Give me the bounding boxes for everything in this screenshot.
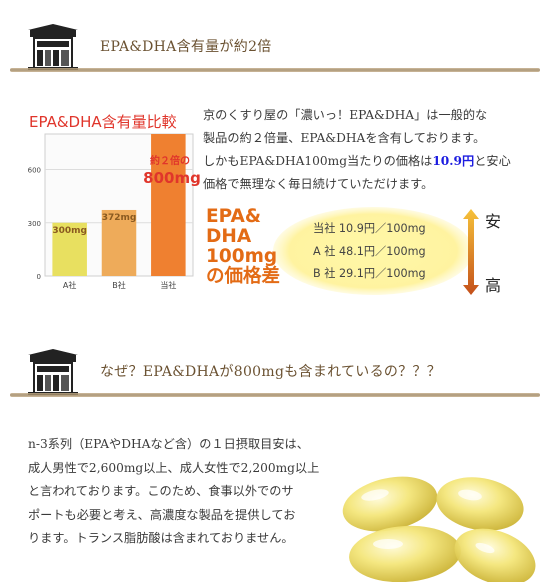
chart-data-label: 372mg xyxy=(102,213,137,223)
chart-title: EPA&DHA含有量比較 xyxy=(29,113,177,131)
price-list: 当社 10.9円／100mg A 社 48.1円／100mg B 社 29.1円… xyxy=(313,218,426,286)
capsule-image xyxy=(342,476,536,582)
chart-ytick-label: 0 xyxy=(37,273,41,281)
intro-line: 製品の約２倍量、EPA&DHAを含有しております。 xyxy=(203,131,486,145)
price-row: A 社 48.1円／100mg xyxy=(313,244,426,258)
cheap-label: 安 xyxy=(485,212,502,231)
chart-bar xyxy=(151,134,186,276)
intro-line-tail: と安心 xyxy=(474,154,511,168)
heading-line: の価格差 xyxy=(206,266,281,287)
body-line: ポートも必要と考え、高濃度な製品を提供してお xyxy=(28,507,296,522)
section-header-1: EPA&DHA含有量が約2倍 xyxy=(0,20,550,76)
shop-icon xyxy=(28,24,78,70)
chart-ytick-label: 300 xyxy=(28,220,41,228)
price-difference-heading: EPA& DHA 100mg の価格差 xyxy=(206,207,280,287)
chart-ytick-label: 600 xyxy=(28,167,41,175)
expensive-label: 高 xyxy=(485,276,502,295)
section-divider xyxy=(10,393,540,397)
section-header-2: なぜ？EPA&DHAが800mgも含まれているの？？？ xyxy=(0,345,550,401)
body-line: と言われております。このため、食事以外でのサ xyxy=(28,484,294,498)
chart-bar xyxy=(101,209,137,276)
body-line: 成人男性で2,600mg以上、成人女性で2,200mg以上 xyxy=(28,460,320,475)
body-line: ります。トランス脂肪酸は含まれておりません。 xyxy=(28,531,294,545)
price-highlight: 10.9円 xyxy=(432,154,475,168)
shop-icon xyxy=(28,349,78,395)
chart-xtick-label: A社 xyxy=(63,280,76,290)
content-comparison-chart: 300mg 372mg 0 300 600 A社 B社 当社 約２倍の 800mg xyxy=(28,133,200,290)
price-row: B 社 29.1円／100mg xyxy=(313,267,426,280)
chart-bar xyxy=(52,222,87,276)
section-divider xyxy=(10,68,540,72)
heading-line: DHA xyxy=(206,226,252,247)
intro-line: しかもEPA&DHA100mg当たりの価格は10.9円と安心 xyxy=(203,150,511,173)
price-comparison-box xyxy=(273,207,473,295)
chart-annotation-value: 800mg xyxy=(143,169,200,187)
chart-annotation-top: 約２倍の xyxy=(150,154,190,167)
intro-line: 価格で無理なく毎日続けていただけます。 xyxy=(203,177,434,191)
heading-line: 100mg xyxy=(206,246,278,267)
intro-line: 京のくすり屋の「濃いっ！EPA&DHA」は一般的な xyxy=(203,108,488,122)
intro-paragraph: 京のくすり屋の「濃いっ！EPA&DHA」は一般的な 製品の約２倍量、EPA&DH… xyxy=(203,104,511,196)
chart-xtick-label: 当社 xyxy=(160,280,176,290)
intro-line-text: しかもEPA&DHA100mg当たりの価格は xyxy=(203,154,433,168)
section-title: なぜ？EPA&DHAが800mgも含まれているの？？？ xyxy=(100,364,442,380)
body-line: n-3系列（EPAやDHAなど含）の１日摂取目安は、 xyxy=(28,437,309,451)
chart-xtick-label: B社 xyxy=(112,280,126,290)
price-direction-arrow-icon xyxy=(463,209,479,295)
heading-line: EPA& xyxy=(206,206,261,227)
price-row: 当社 10.9円／100mg xyxy=(313,222,426,235)
body-paragraph: n-3系列（EPAやDHAなど含）の１日摂取目安は、 成人男性で2,600mg以… xyxy=(28,433,319,551)
section-title: EPA&DHA含有量が約2倍 xyxy=(100,39,272,55)
chart-data-label: 300mg xyxy=(52,226,87,236)
